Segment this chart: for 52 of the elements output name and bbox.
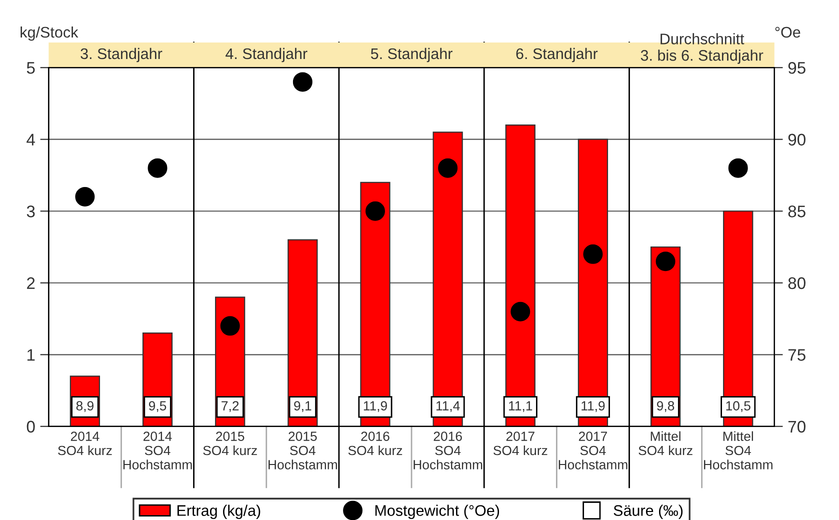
x-tick-label: 2014 SO4 kurz [58, 432, 112, 456]
point [728, 158, 748, 178]
text: 5. Standjahr [370, 48, 452, 62]
y2-tick-label: 80 [788, 277, 806, 290]
point [75, 187, 95, 207]
y-tick-label: 2 [27, 277, 35, 289]
y2-tick-label: 85 [788, 206, 806, 218]
point [656, 252, 676, 272]
y-tick-label: 3 [26, 206, 35, 218]
x-tick-label: Mittel SO4 Hochstamm [704, 431, 772, 470]
x-tick-label: 2014 SO4 Hochstamm [123, 432, 192, 470]
x-tick-label: 2015 SO4 kurz [203, 432, 257, 456]
data-label: 9,5 [148, 401, 166, 412]
data-label: 10,5 [726, 401, 750, 412]
point [292, 72, 312, 92]
data-label: 11,4 [436, 401, 460, 412]
y2-tick-label: 95 [788, 62, 806, 74]
data-label: 9,8 [656, 401, 674, 412]
text: 4. Standjahr [226, 48, 308, 62]
legend-label: Säure (‰) [614, 504, 683, 519]
point [510, 302, 530, 322]
y2-axis-title: °Oe [775, 26, 800, 38]
data-label: 9,1 [294, 401, 312, 412]
data-label: 7,2 [222, 401, 239, 412]
y-axis-title: kg/Stock [20, 26, 78, 41]
legend-label: Ertrag (kg/a) [177, 504, 260, 519]
text: 3. Standjahr [80, 48, 162, 62]
y-tick-label: 0 [26, 420, 35, 433]
x-tick-label: 2016 SO4 kurz [348, 432, 402, 456]
point [438, 158, 458, 178]
y2-tick-label: 90 [788, 134, 806, 146]
y-tick-label: 1 [27, 349, 35, 361]
x-tick-label: 2015 SO4 Hochstamm [268, 432, 337, 470]
y2-tick-label: 75 [788, 349, 806, 361]
point [365, 201, 385, 221]
text: 6. Standjahr [516, 48, 598, 62]
x-tick-label: 2016 SO4 Hochstamm [414, 432, 482, 470]
x-tick-label: 2017 SO4 Hochstamm [558, 432, 628, 470]
x-tick-label: Mittel SO4 kurz [638, 431, 692, 456]
x-tick-label: 2017 SO4 kurz [493, 432, 548, 456]
data-label: 11,9 [364, 401, 387, 412]
point [148, 158, 168, 178]
y-tick-label: 5 [26, 62, 35, 74]
y2-tick-label: 70 [788, 420, 806, 433]
text: Durchschnitt 3. bis 6. Standjahr [640, 33, 764, 64]
y-tick-label: 4 [26, 134, 35, 146]
point [583, 244, 603, 264]
legend-label: Mostgewicht (°Oe) [375, 504, 500, 519]
data-label: 11,1 [509, 401, 532, 412]
data-label: 11,9 [582, 401, 605, 412]
point [220, 316, 240, 336]
data-label: 8,9 [76, 401, 94, 412]
